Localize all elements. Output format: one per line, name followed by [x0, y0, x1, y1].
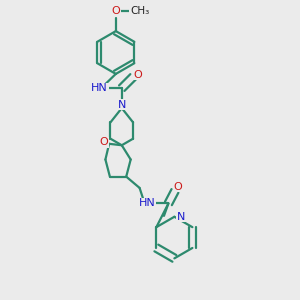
Text: O: O: [111, 6, 120, 16]
Text: CH₃: CH₃: [130, 6, 149, 16]
Text: N: N: [177, 212, 185, 222]
Text: HN: HN: [139, 198, 155, 208]
Text: N: N: [118, 100, 126, 110]
Text: O: O: [134, 70, 142, 80]
Text: HN: HN: [91, 83, 108, 93]
Text: O: O: [99, 137, 108, 147]
Text: O: O: [174, 182, 182, 192]
